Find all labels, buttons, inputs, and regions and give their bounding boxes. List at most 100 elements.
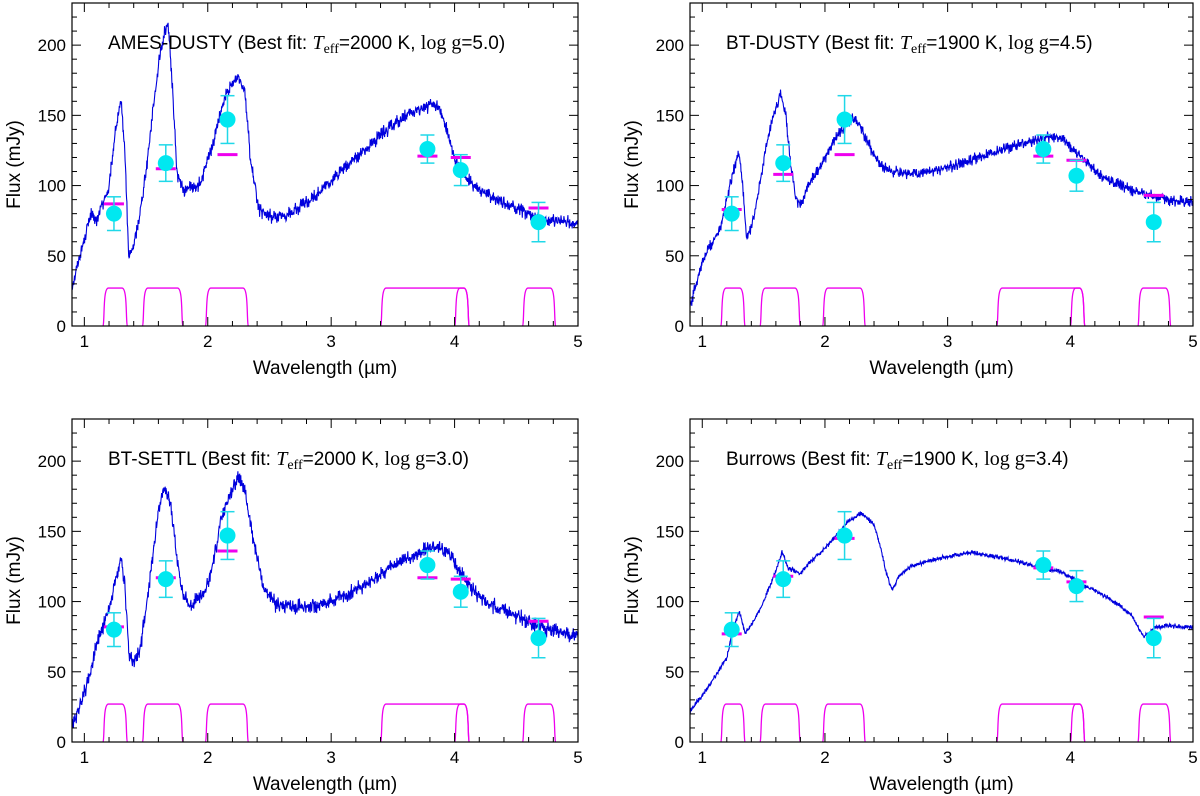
x-tick-label: 1 bbox=[698, 748, 707, 767]
x-tick-label: 1 bbox=[698, 332, 707, 351]
photometry-point-M' bbox=[1145, 214, 1162, 231]
x-tick-label: 2 bbox=[820, 332, 829, 351]
panel-title: Burrows (Best fit: Teff=1900 K, log g=3.… bbox=[726, 448, 1069, 473]
y-tick-label: 200 bbox=[656, 36, 684, 55]
y-tick-label: 150 bbox=[38, 522, 66, 541]
photometry-point-K bbox=[219, 527, 236, 544]
y-tick-label: 50 bbox=[47, 247, 66, 266]
filter-curve-J bbox=[102, 287, 129, 326]
logg-value: =4.5) bbox=[1049, 33, 1093, 54]
filter-curve-H bbox=[141, 703, 184, 742]
photometry-point-L' bbox=[1035, 141, 1052, 158]
photometry-point-4.05 bbox=[452, 583, 469, 600]
logg-value: =3.0) bbox=[425, 449, 469, 470]
x-tick-label: 3 bbox=[326, 332, 335, 351]
photometry-point-L' bbox=[1035, 557, 1052, 574]
photometry-point-M' bbox=[1145, 630, 1162, 647]
title-prefix: BT-SETTL (Best fit: bbox=[108, 449, 276, 470]
photometry-point-M' bbox=[530, 630, 547, 647]
filter-curve-K bbox=[204, 287, 250, 326]
title-prefix: AMES-DUSTY (Best fit: bbox=[108, 33, 312, 54]
x-tick-label: 5 bbox=[573, 748, 582, 767]
x-tick-label: 4 bbox=[1066, 332, 1075, 351]
teff-value: =2000 K, bbox=[303, 449, 385, 470]
y-tick-label: 100 bbox=[38, 593, 66, 612]
photometry-point-K bbox=[219, 111, 236, 128]
y-tick-label: 0 bbox=[57, 317, 66, 336]
filter-curve-M' bbox=[521, 703, 557, 742]
teff-symbol: T bbox=[276, 448, 289, 470]
photometry-point-H bbox=[775, 155, 792, 172]
x-tick-label: 2 bbox=[820, 748, 829, 767]
filter-curve-K bbox=[204, 703, 250, 742]
filter-curve-M' bbox=[521, 287, 557, 326]
filter-curve-J bbox=[720, 287, 746, 326]
model-spectrum bbox=[72, 22, 578, 290]
photometry-point-L' bbox=[419, 557, 436, 574]
y-tick-label: 150 bbox=[656, 522, 684, 541]
logg-value: =5.0) bbox=[461, 33, 505, 54]
y-tick-label: 50 bbox=[665, 247, 684, 266]
filter-curve-K bbox=[821, 703, 867, 742]
x-tick-label: 1 bbox=[80, 748, 89, 767]
photometry-point-4.05 bbox=[1068, 167, 1085, 184]
x-tick-label: 3 bbox=[943, 332, 952, 351]
x-tick-label: 4 bbox=[1066, 748, 1075, 767]
teff-value: =2000 K, bbox=[339, 33, 421, 54]
axes-frame bbox=[71, 418, 579, 743]
teff-symbol: T bbox=[900, 32, 913, 54]
title-prefix: Burrows (Best fit: bbox=[726, 449, 876, 470]
y-tick-label: 200 bbox=[38, 36, 66, 55]
logg-symbol: log g bbox=[421, 32, 462, 54]
y-tick-label: 100 bbox=[38, 177, 66, 196]
photometry-point-H bbox=[775, 571, 792, 588]
teff-symbol: T bbox=[312, 32, 325, 54]
y-tick-label: 200 bbox=[38, 452, 66, 471]
x-axis-label: Wavelength (µm) bbox=[253, 358, 397, 379]
photometry-point-H bbox=[157, 155, 174, 172]
teff-symbol: T bbox=[876, 448, 889, 470]
filter-curve-H bbox=[141, 287, 184, 326]
x-tick-label: 2 bbox=[203, 748, 212, 767]
model-spectrum bbox=[72, 471, 578, 729]
filter-curve-H bbox=[759, 703, 802, 742]
teff-subscript: eff bbox=[324, 42, 340, 57]
photometry-point-L' bbox=[419, 141, 436, 158]
photometry-point-M' bbox=[530, 214, 547, 231]
y-tick-label: 50 bbox=[665, 663, 684, 682]
y-axis-label: Flux (mJy) bbox=[622, 536, 643, 625]
filter-curve-4.05 bbox=[1069, 703, 1086, 742]
filter-curve-M' bbox=[1137, 703, 1172, 742]
x-tick-label: 5 bbox=[1188, 332, 1197, 351]
teff-subscript: eff bbox=[887, 458, 903, 473]
filter-curve-H bbox=[759, 287, 802, 326]
photometry-point-J bbox=[105, 621, 122, 638]
y-tick-label: 100 bbox=[656, 177, 684, 196]
model-spectrum bbox=[690, 89, 1193, 307]
axes-frame bbox=[71, 2, 579, 327]
logg-value: =3.4) bbox=[1025, 449, 1069, 470]
photometry-point-J bbox=[105, 205, 122, 222]
title-prefix: BT-DUSTY (Best fit: bbox=[726, 33, 900, 54]
filter-curve-4.05 bbox=[453, 287, 470, 326]
axes-frame bbox=[689, 418, 1194, 743]
y-tick-label: 0 bbox=[675, 317, 684, 336]
panel-title: AMES-DUSTY (Best fit: Teff=2000 K, log g… bbox=[108, 32, 505, 57]
filter-curve-4.05 bbox=[453, 703, 470, 742]
logg-symbol: log g bbox=[1008, 32, 1049, 54]
teff-value: =1900 K, bbox=[926, 33, 1008, 54]
panel-title: BT-DUSTY (Best fit: Teff=1900 K, log g=4… bbox=[726, 32, 1093, 57]
model-spectrum bbox=[690, 511, 1193, 714]
teff-subscript: eff bbox=[911, 42, 927, 57]
filter-curve-K bbox=[821, 287, 867, 326]
filter-curve-J bbox=[102, 703, 129, 742]
logg-symbol: log g bbox=[984, 448, 1025, 470]
y-tick-label: 0 bbox=[675, 733, 684, 752]
plot-area bbox=[690, 510, 1193, 742]
x-tick-label: 2 bbox=[203, 332, 212, 351]
x-tick-label: 4 bbox=[450, 332, 459, 351]
